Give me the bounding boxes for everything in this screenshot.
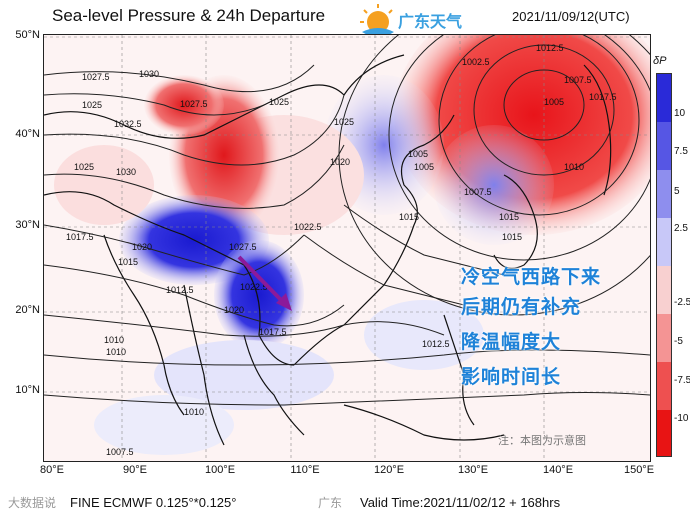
isobars [44,35,650,406]
isobar-label: 1005 [408,149,428,159]
colorbar-tick: -10 [674,413,689,424]
isobar-label: 1030 [116,167,136,177]
colorbar-tick: -2.5 [674,297,690,308]
isobar-label: 1005 [414,162,434,172]
disclaimer-note: 注：本图为示意图 [498,435,586,447]
isobar-label: 1015 [499,212,519,222]
sun-logo-icon [360,4,394,37]
isobar-label: 1025 [334,117,354,127]
isobar-label: 1020 [330,157,350,167]
map-canvas: 1030 1027.5 1025 1032.5 1027.5 1025 1030… [44,35,650,461]
lon-label: 80°E [40,464,64,476]
colorbar-tick: -5 [674,336,683,347]
isobar-label: 1015 [399,212,419,222]
annotation-line: 影响时间长 [461,367,562,388]
isobar-label: 1015 [502,232,522,242]
lat-label: 10°N [15,384,40,396]
watermark-left: 大数据说 [8,496,57,510]
coastlines [44,54,612,446]
colorbar-tick: 2.5 [674,223,688,234]
colorbar-tick: 5 [674,186,680,197]
isobar-label: 1015 [118,257,138,267]
lat-label: 30°N [15,219,40,231]
lat-label: 20°N [15,304,40,316]
valid-time-label: Valid Time:2021/11/02/12 + 168hrs [360,495,561,510]
isobar-label: 1010 [104,335,124,345]
colorbar-tick: -7.5 [674,375,690,386]
isobar-label: 1027.5 [82,72,110,82]
isobar-label: 1010 [184,407,204,417]
isobar-label: 1017.5 [259,327,287,337]
isobar-label: 1032.5 [114,119,142,129]
isobar-label: 1022.5 [294,222,322,232]
isobar-label: 1030 [139,69,159,79]
chart-datetime: 2021/11/09/12(UTC) [512,9,630,24]
isobar-label: 1025 [269,97,289,107]
lon-label: 100°E [204,464,236,476]
colorbar [656,73,672,457]
isobar-label: 1010 [564,162,584,172]
logo-text: 广东天气 [398,14,463,31]
isobar-label: 1025 [82,100,102,110]
lon-label: 110°E [290,464,320,476]
isobar-label: 1020 [224,305,244,315]
isobar-label: 1010 [106,347,126,357]
lon-label: 90°E [123,464,147,476]
colorbar-tick: 10 [674,108,686,119]
pressure-map: 1030 1027.5 1025 1032.5 1027.5 1025 1030… [43,34,651,462]
isobar-label: 1007.5 [106,447,134,457]
isobar-label: 1017.5 [66,232,94,242]
isobar-labels: 1030 1027.5 1025 1032.5 1027.5 1025 1030… [66,43,617,457]
isobar-label: 1022.5 [240,282,268,292]
model-label: FINE ECMWF 0.125°*0.125° [70,495,237,510]
lat-label: 40°N [15,128,40,140]
isobar-label: 1002.5 [462,57,490,67]
logo [356,2,506,48]
isobar-label: 1020 [132,242,152,252]
isobar-label: 1012.5 [166,285,194,295]
annotation-line: 冷空气西路下来 [461,267,602,288]
isobar-label: 1027.5 [229,242,257,252]
isobar-label: 1017.5 [589,92,617,102]
chart-title: Sea-level Pressure & 24h Departure [52,6,326,25]
isobar-label: 1005 [544,97,564,107]
cold-air-arrow [237,255,292,311]
isobar-label: 1007.5 [564,75,592,85]
isobar-label: 1012.5 [536,43,564,53]
annotation-line: 降温幅度大 [461,332,562,353]
annotation-line: 后期仍有补充 [461,297,582,318]
isobar-label: 1025 [74,162,94,172]
isobar-label: 1007.5 [464,187,492,197]
isobar-label: 1027.5 [180,99,208,109]
lon-label: 140°E [542,464,574,476]
lon-label: 130°E [457,464,489,476]
colorbar-tick: 7.5 [674,146,688,157]
colorbar-gradient [657,74,671,456]
lat-label: 50°N [15,29,40,41]
isobar-label: 1012.5 [422,339,450,349]
colorbar-title: δP [653,55,667,67]
lon-label: 150°E [623,464,655,476]
lon-label: 120°E [373,464,405,476]
watermark-mid: 广东 [318,496,343,510]
